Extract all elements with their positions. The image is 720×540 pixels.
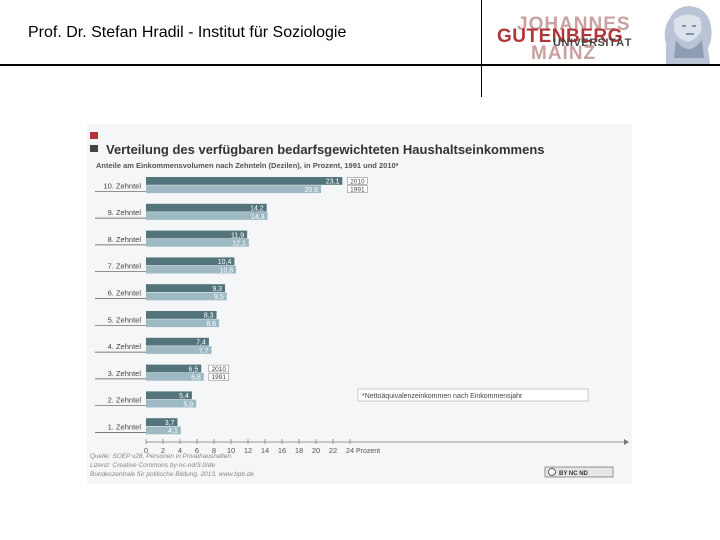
category-label: 2. Zehntel — [108, 396, 142, 405]
bar-2010 — [146, 418, 178, 426]
bar-1991 — [146, 212, 268, 220]
legend-label-2010: 2010 — [212, 366, 227, 373]
bar-2010 — [146, 391, 192, 400]
bar-1991 — [146, 399, 197, 408]
x-tick-label: 12 — [244, 446, 252, 455]
source-line-3: Bundeszentrale für politische Bildung, 2… — [90, 471, 254, 478]
logo-line-universitaet: UNIVERSITÄT — [553, 37, 632, 49]
bar-value-label: 6,8 — [191, 375, 201, 382]
gutenberg-portrait-image — [652, 0, 720, 64]
chart-subtitle: Anteile am Einkommensvolumen nach Zehnte… — [96, 161, 399, 170]
bar-2010 — [146, 230, 248, 239]
chart-title: Verteilung des verfügbaren bedarfsgewich… — [106, 142, 545, 157]
bar-value-label: 10,6 — [219, 267, 233, 274]
bar-value-label: 5,9 — [183, 401, 193, 408]
bar-value-label: 8,3 — [204, 313, 214, 320]
legend-label-1991: 1991 — [212, 374, 227, 381]
bar-value-label: 14,3 — [251, 214, 265, 221]
bar-1991 — [146, 346, 212, 354]
x-axis: 0 2 4 6 8 10 12 14 16 18 20 22 24 Prozent — [144, 439, 629, 455]
bar-1991 — [146, 238, 249, 247]
chart-annotation: *Nettoäquivalenzeinkommen nach Einkommen… — [362, 393, 523, 400]
x-axis-label: Prozent — [356, 448, 380, 455]
x-tick-label: 10 — [227, 446, 235, 455]
bar-1991 — [146, 319, 220, 328]
bar-2010 — [146, 364, 202, 373]
x-tick-label: 4 — [178, 446, 182, 455]
bar-2010 — [146, 284, 226, 292]
bar-value-label: 23,1 — [326, 179, 340, 186]
bar-value-label: 10,4 — [218, 259, 232, 266]
page-title: Prof. Dr. Stefan Hradil - Institut für S… — [28, 24, 347, 41]
bar-value-label: 9,3 — [212, 286, 222, 293]
x-tick-label: 16 — [278, 446, 286, 455]
header-divider — [0, 64, 720, 66]
category-label: 6. Zehntel — [108, 289, 142, 298]
bar-value-label: 4,1 — [168, 428, 178, 435]
category-label: 5. Zehntel — [108, 315, 142, 324]
header-divider-vertical — [481, 0, 482, 97]
x-tick-label: 20 — [312, 446, 320, 455]
category-label: 7. Zehntel — [108, 262, 142, 271]
category-label: 8. Zehntel — [108, 235, 142, 244]
bar-2010 — [146, 177, 343, 185]
category-label: 4. Zehntel — [108, 342, 142, 351]
legend-chip-1991 — [208, 373, 230, 381]
bar-value-label: 20,6 — [304, 187, 318, 194]
source-line-1: Quelle: SOEP v28, Personen in Privathaus… — [90, 453, 231, 460]
bar-value-label: 7,4 — [196, 340, 206, 347]
license-badge — [544, 466, 614, 478]
bar-value-label: 14,2 — [250, 206, 264, 213]
logo-line-johannes: JOHANNES — [517, 14, 631, 35]
annotation-box — [357, 388, 589, 402]
category-label: 10. Zehntel — [103, 181, 141, 190]
bar-2010 — [146, 203, 267, 212]
title-marker-bottom — [90, 145, 98, 152]
category-label: 9. Zehntel — [108, 208, 142, 217]
bar-1991 — [146, 185, 322, 194]
bar-2010 — [146, 257, 235, 266]
legend-label-1991: 1991 — [350, 187, 365, 194]
legend-label-2010: 2010 — [350, 178, 365, 185]
legend-chip-1991 — [347, 185, 368, 193]
bar-1991 — [146, 265, 237, 274]
bar-value-label: 3,7 — [165, 420, 175, 427]
chart-svg: Verteilung des verfügbaren bedarfsgewich… — [90, 132, 629, 478]
bar-2010 — [146, 311, 217, 319]
bar-value-label: 8,6 — [206, 321, 216, 328]
bar-value-label: 5,4 — [179, 393, 189, 400]
x-tick-label: 0 — [144, 446, 148, 455]
x-tick-label: 22 — [329, 446, 337, 455]
bar-2010 — [146, 337, 209, 346]
category-label: 3. Zehntel — [108, 369, 142, 378]
bar-value-label: 9,5 — [214, 294, 224, 301]
category-label: 1. Zehntel — [108, 423, 142, 432]
x-tick-label: 14 — [261, 446, 269, 455]
bar-value-label: 7,7 — [199, 348, 209, 355]
source-line-2: Lizenz: Creative Commons by-nc-nd/3.0/de — [90, 462, 215, 469]
bar-1991 — [146, 372, 204, 381]
x-axis-arrow-icon — [624, 439, 629, 445]
logo-line-mainz: MAINZ — [531, 43, 597, 64]
bar-1991 — [146, 426, 181, 435]
x-tick-label: 2 — [161, 446, 165, 455]
legend-chip-2010 — [208, 364, 230, 373]
bar-value-label: 12,1 — [232, 241, 246, 248]
income-distribution-chart: Verteilung des verfügbaren bedarfsgewich… — [87, 124, 632, 484]
cc-icon — [548, 468, 556, 476]
legend-chip-2010 — [347, 177, 368, 185]
license-badge-label: BY NC ND — [559, 471, 589, 477]
x-tick-label: 24 — [346, 446, 354, 455]
university-logo: JOHANNES GUTENBERG UNIVERSITÄT MAINZ — [495, 14, 631, 66]
x-tick-label: 6 — [195, 446, 199, 455]
bars-layer: 10. Zehntel 23,1 2010 20,6 1991 9. Zehntel 14,… — [95, 177, 368, 435]
x-tick-label: 18 — [295, 446, 303, 455]
x-tick-label: 8 — [212, 446, 216, 455]
title-marker-top — [90, 132, 98, 139]
bar-1991 — [146, 292, 227, 301]
bar-value-label: 11,9 — [231, 232, 244, 239]
logo-line-gutenberg: GUTENBERG — [497, 26, 623, 47]
bar-value-label: 6,5 — [189, 366, 199, 373]
